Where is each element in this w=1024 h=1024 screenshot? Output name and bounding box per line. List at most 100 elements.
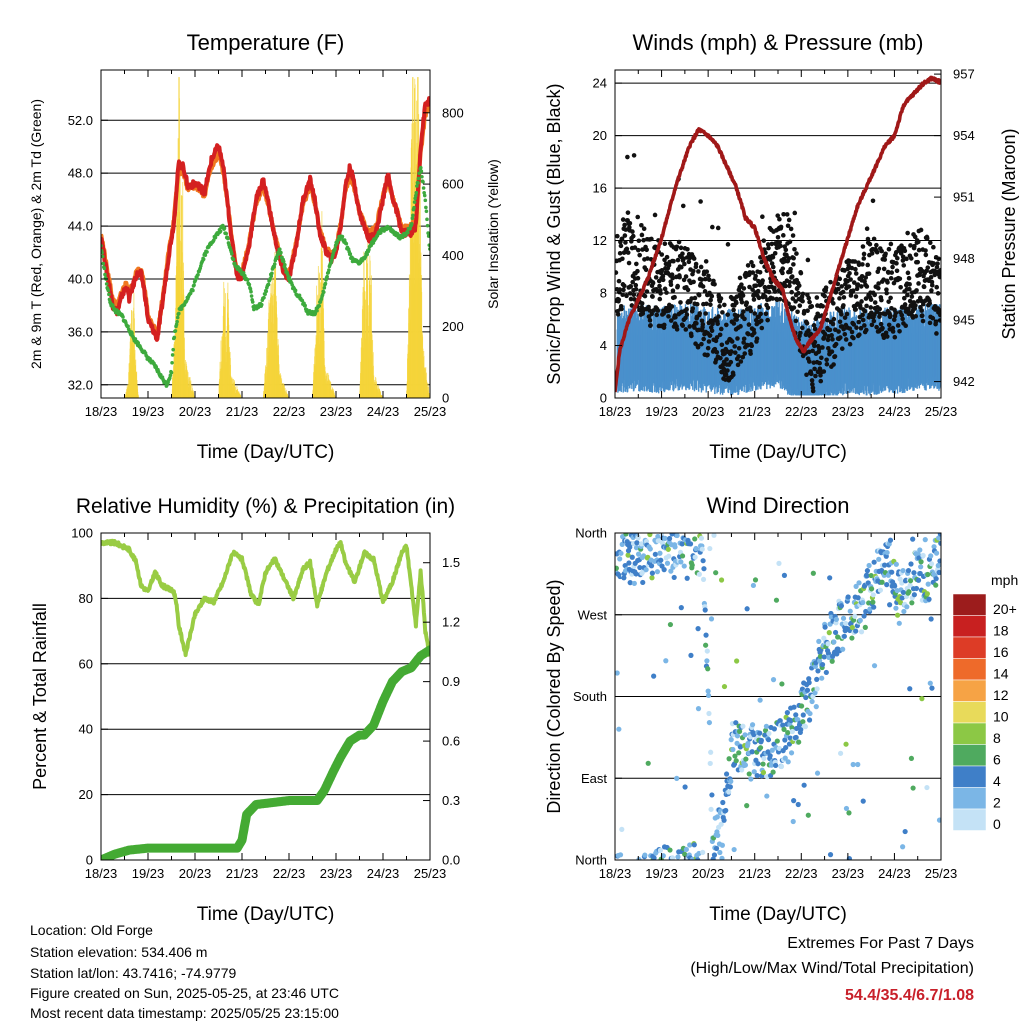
direction-point (648, 563, 655, 569)
gust-point (811, 360, 817, 365)
dewpoint-point (411, 213, 415, 218)
direction-point (675, 854, 681, 860)
gust-point (756, 295, 762, 301)
gust-point (702, 289, 708, 294)
direction-point (817, 658, 823, 664)
direction-point (901, 608, 907, 615)
direction-point (853, 583, 859, 589)
direction-point (806, 676, 812, 682)
dewpoint-point (106, 288, 111, 293)
direction-point (897, 600, 904, 606)
dewpoint-point (427, 243, 430, 247)
gust-point (934, 264, 940, 270)
dewpoint-point (322, 286, 327, 290)
direction-point (714, 814, 720, 820)
direction-point (728, 778, 734, 784)
dewpoint-point (415, 184, 419, 188)
gust-point (843, 337, 849, 342)
gust-point (715, 225, 721, 231)
direction-point (788, 750, 795, 756)
y-tick-label: West (578, 607, 608, 622)
direction-point (871, 559, 877, 565)
direction-point (736, 750, 742, 756)
gust-point (915, 298, 921, 304)
direction-point (637, 564, 643, 571)
gust-point (778, 224, 784, 230)
gust-point (646, 304, 651, 310)
extremes-values: 54.4/35.4/6.7/1.08 (845, 987, 974, 1004)
gust-point (796, 283, 802, 288)
gust-point (894, 261, 899, 266)
direction-point (884, 549, 890, 556)
direction-point (865, 580, 871, 586)
direction-point (781, 572, 788, 578)
y-tick-label: 100 (71, 526, 93, 541)
gust-point (844, 311, 850, 317)
gust-point (630, 233, 636, 239)
gust-point (808, 371, 814, 377)
gust-point (745, 263, 751, 268)
gust-point (824, 361, 830, 367)
dewpoint-point (170, 361, 174, 365)
direction-point (799, 703, 805, 709)
gust-point (680, 323, 686, 328)
gust-point (631, 292, 637, 298)
y2-tick-label: 600 (442, 177, 464, 192)
gust-point (636, 238, 642, 244)
direction-point (733, 720, 739, 726)
x-tick-label: 19/23 (645, 866, 678, 881)
direction-point (832, 629, 839, 636)
gust-point (837, 276, 843, 282)
direction-point (635, 551, 642, 557)
gust-point (660, 273, 666, 279)
x-tick-label: 20/23 (692, 866, 725, 881)
gust-point (623, 227, 629, 232)
gust-point (631, 153, 637, 158)
temp-2m-line (101, 96, 430, 342)
gust-point (933, 319, 939, 325)
direction-point (657, 550, 663, 556)
y-axis-label: 2m & 9m T (Red, Orange) & 2m Td (Green) (28, 99, 44, 369)
gust-point (935, 291, 941, 296)
gust-point (657, 283, 662, 289)
gust-point (900, 258, 906, 263)
direction-point (855, 761, 861, 768)
gust-point (787, 283, 792, 289)
y-tick-label: South (573, 689, 607, 704)
direction-point (760, 769, 767, 776)
direction-point (663, 658, 669, 664)
gust-point (920, 318, 926, 324)
gust-point (886, 270, 891, 275)
gust-point (722, 351, 727, 356)
legend-swatch (952, 744, 987, 767)
direction-point (619, 826, 625, 832)
gust-point (645, 256, 650, 261)
gust-point (704, 301, 709, 307)
direction-point (734, 658, 740, 664)
gust-point (864, 284, 870, 289)
direction-point (688, 652, 694, 658)
direction-point (927, 680, 933, 686)
gust-point (775, 234, 781, 240)
gust-point (864, 303, 869, 309)
gust-point (718, 296, 724, 301)
direction-point (647, 533, 653, 538)
gust-point (729, 349, 734, 354)
direction-point (703, 632, 709, 638)
y-tick-label: East (581, 771, 607, 786)
gust-point (839, 312, 844, 317)
x-tick-label: 24/23 (367, 404, 400, 419)
direction-point (763, 723, 770, 729)
gust-point (635, 268, 640, 274)
gust-point (744, 300, 750, 306)
direction-point (633, 571, 639, 577)
gust-point (850, 288, 856, 293)
legend-swatch (952, 787, 987, 810)
direction-point (862, 624, 868, 630)
direction-point (933, 550, 940, 556)
dewpoint-point (205, 250, 209, 254)
chart-title: Wind Direction (706, 493, 849, 518)
gust-point (617, 250, 623, 256)
direction-point (692, 554, 698, 560)
gust-point (918, 227, 924, 233)
